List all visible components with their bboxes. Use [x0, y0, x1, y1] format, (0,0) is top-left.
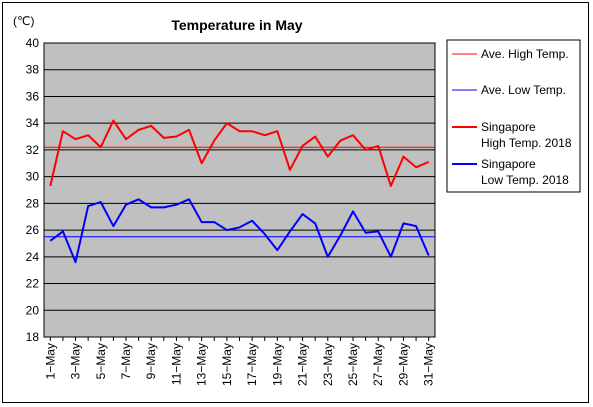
x-tick-label: 17−May — [245, 343, 259, 386]
x-tick-label: 19−May — [270, 343, 284, 386]
y-tick-label: 28 — [26, 196, 40, 210]
grid-lines — [44, 69, 435, 311]
y-tick-label: 40 — [26, 36, 40, 50]
legend-label: Ave. Low Temp. — [481, 83, 566, 97]
x-tick-label: 5−May — [94, 343, 108, 379]
chart-title: Temperature in May — [171, 17, 302, 33]
y-tick-label: 38 — [26, 63, 40, 77]
series-layer — [44, 119, 435, 264]
legend-label: Singapore Low Temp. 2018 — [481, 157, 569, 187]
plot-area — [43, 42, 436, 338]
x-tick-label: 11−May — [169, 343, 183, 385]
y-unit-label: (℃) — [13, 14, 34, 28]
legend-label: Ave. High Temp. — [481, 47, 569, 61]
y-tick-label: 32 — [26, 143, 40, 157]
x-tick-label: 15−May — [220, 343, 234, 386]
y-tick-label: 20 — [26, 303, 40, 317]
x-tick-label: 25−May — [346, 343, 360, 386]
y-tick-label: 22 — [26, 277, 40, 291]
y-tick-label: 24 — [26, 250, 40, 264]
y-tick-label: 30 — [26, 170, 40, 184]
y-tick-label: 34 — [26, 116, 40, 130]
x-tick-label: 13−May — [195, 343, 209, 386]
x-tick-label: 23−May — [321, 343, 335, 386]
x-tick-label: 3−May — [69, 343, 83, 379]
x-tick-label: 21−May — [296, 343, 310, 386]
y-tick-label: 18 — [26, 330, 40, 344]
x-tick-label: 31−May — [422, 343, 436, 386]
y-tick-label: 36 — [26, 89, 40, 103]
x-tick-label: 1−May — [43, 343, 57, 379]
y-axis-ticks: 18 20 22 24 26 28 30 32 34 36 38 40 — [26, 36, 40, 344]
series-line-2 — [49, 119, 430, 187]
legend — [446, 39, 581, 193]
y-tick-label: 26 — [26, 223, 40, 237]
x-axis-ticks: 1−May 3−May 5−May 7−May 9−May 11−May 13−May 15−… — [43, 337, 436, 386]
x-tick-label: 9−May — [144, 343, 158, 379]
x-tick-label: 29−May — [396, 343, 410, 386]
x-tick-label: 27−May — [371, 343, 385, 386]
x-tick-label: 7−May — [119, 343, 133, 379]
series-line-3 — [49, 198, 430, 264]
legend-label: Singapore High Temp. 2018 — [481, 120, 572, 150]
legend-items: Ave. High Temp. Ave. Low Temp. Singapore Hi… — [452, 47, 572, 187]
